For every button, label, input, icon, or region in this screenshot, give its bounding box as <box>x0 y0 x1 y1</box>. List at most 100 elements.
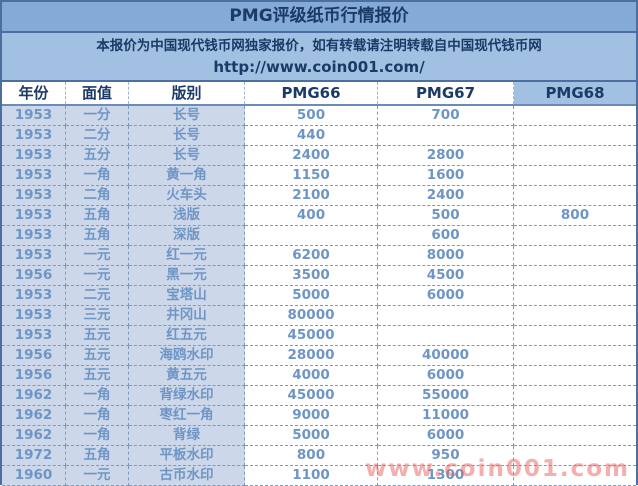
cell-face-value: 二分 <box>66 126 129 146</box>
table-row: 1953 三元 井冈山 80000 <box>2 306 636 326</box>
cell-face-value: 一角 <box>66 426 129 446</box>
cell-pmg68: 800 <box>514 206 636 226</box>
cell-pmg67: 950 <box>378 446 514 466</box>
cell-pmg68 <box>514 446 636 466</box>
cell-year: 1960 <box>2 466 66 486</box>
cell-face-value: 一元 <box>66 466 129 486</box>
cell-pmg68 <box>514 226 636 246</box>
cell-pmg67: 2400 <box>378 186 514 206</box>
cell-pmg66: 800 <box>245 446 378 466</box>
cell-face-value: 一角 <box>66 406 129 426</box>
cell-pmg68 <box>514 106 636 126</box>
cell-pmg66: 440 <box>245 126 378 146</box>
cell-year: 1953 <box>2 106 66 126</box>
column-header-pmg67: PMG67 <box>378 82 514 104</box>
cell-face-value: 五分 <box>66 146 129 166</box>
table-row: 1956 五元 海鸥水印 28000 40000 <box>2 346 636 366</box>
cell-face-value: 一角 <box>66 166 129 186</box>
cell-pmg68 <box>514 126 636 146</box>
cell-pmg67: 4500 <box>378 266 514 286</box>
cell-face-value: 二角 <box>66 186 129 206</box>
cell-pmg66: 45000 <box>245 326 378 346</box>
table-row: 1953 一分 长号 500 700 <box>2 106 636 126</box>
cell-pmg67: 700 <box>378 106 514 126</box>
cell-pmg68 <box>514 386 636 406</box>
cell-pmg68 <box>514 246 636 266</box>
cell-pmg66: 5000 <box>245 426 378 446</box>
cell-pmg66: 5000 <box>245 286 378 306</box>
cell-year: 1953 <box>2 146 66 166</box>
cell-pmg66: 500 <box>245 106 378 126</box>
cell-pmg66: 1100 <box>245 466 378 486</box>
cell-version: 黑一元 <box>129 266 245 286</box>
table-row: 1953 五角 深版 600 <box>2 226 636 246</box>
column-header-pmg66: PMG66 <box>245 82 378 104</box>
cell-pmg67: 8000 <box>378 246 514 266</box>
table-row: 1953 五角 浅版 400 500 800 <box>2 206 636 226</box>
column-header-pmg68: PMG68 <box>514 82 636 104</box>
cell-pmg67: 1300 <box>378 466 514 486</box>
cell-version: 宝塔山 <box>129 286 245 306</box>
cell-pmg68 <box>514 406 636 426</box>
cell-pmg68 <box>514 306 636 326</box>
cell-version: 井冈山 <box>129 306 245 326</box>
cell-year: 1972 <box>2 446 66 466</box>
cell-year: 1953 <box>2 186 66 206</box>
cell-version: 长号 <box>129 106 245 126</box>
cell-version: 枣红一角 <box>129 406 245 426</box>
cell-version: 红五元 <box>129 326 245 346</box>
table-row: 1956 五元 黄五元 4000 6000 <box>2 366 636 386</box>
cell-version: 黄一角 <box>129 166 245 186</box>
table-row: 1960 一元 古币水印 1100 1300 <box>2 466 636 486</box>
cell-year: 1953 <box>2 246 66 266</box>
cell-pmg67: 2800 <box>378 146 514 166</box>
table-row: 1962 一角 背绿水印 45000 55000 <box>2 386 636 406</box>
cell-pmg68 <box>514 266 636 286</box>
cell-pmg67: 1600 <box>378 166 514 186</box>
table-row: 1972 五角 平板水印 800 950 <box>2 446 636 466</box>
cell-pmg66: 2100 <box>245 186 378 206</box>
column-header-year: 年份 <box>2 82 66 104</box>
cell-pmg67: 6000 <box>378 366 514 386</box>
cell-pmg67: 6000 <box>378 286 514 306</box>
cell-year: 1962 <box>2 406 66 426</box>
cell-pmg66: 45000 <box>245 386 378 406</box>
cell-face-value: 一元 <box>66 266 129 286</box>
cell-version: 浅版 <box>129 206 245 226</box>
table-row: 1956 一元 黑一元 3500 4500 <box>2 266 636 286</box>
table-row: 1962 一角 背绿 5000 6000 <box>2 426 636 446</box>
cell-pmg66: 6200 <box>245 246 378 266</box>
cell-version: 深版 <box>129 226 245 246</box>
notice-text: 本报价为中国现代钱币网独家报价，如有转载请注明转载自中国现代钱币网 <box>96 38 542 54</box>
cell-year: 1962 <box>2 386 66 406</box>
cell-face-value: 三元 <box>66 306 129 326</box>
cell-pmg67: 6000 <box>378 426 514 446</box>
cell-year: 1956 <box>2 266 66 286</box>
cell-version: 背绿 <box>129 426 245 446</box>
cell-pmg67: 600 <box>378 226 514 246</box>
cell-face-value: 五角 <box>66 446 129 466</box>
cell-version: 平板水印 <box>129 446 245 466</box>
cell-face-value: 五元 <box>66 346 129 366</box>
column-header-face-value: 面值 <box>66 82 129 104</box>
cell-year: 1953 <box>2 206 66 226</box>
cell-face-value: 五元 <box>66 326 129 346</box>
cell-year: 1953 <box>2 306 66 326</box>
cell-pmg68 <box>514 186 636 206</box>
table-row: 1953 五分 长号 2400 2800 <box>2 146 636 166</box>
cell-pmg68 <box>514 166 636 186</box>
cell-pmg66: 9000 <box>245 406 378 426</box>
cell-year: 1956 <box>2 346 66 366</box>
table-row: 1953 五元 红五元 45000 <box>2 326 636 346</box>
cell-year: 1953 <box>2 126 66 146</box>
cell-pmg66: 3500 <box>245 266 378 286</box>
cell-pmg67: 500 <box>378 206 514 226</box>
cell-version: 火车头 <box>129 186 245 206</box>
cell-version: 背绿水印 <box>129 386 245 406</box>
cell-version: 长号 <box>129 126 245 146</box>
cell-year: 1956 <box>2 366 66 386</box>
table-row: 1953 一角 黄一角 1150 1600 <box>2 166 636 186</box>
notice-url: http://www.coin001.com/ <box>213 58 425 76</box>
table-row: 1962 一角 枣红一角 9000 11000 <box>2 406 636 426</box>
